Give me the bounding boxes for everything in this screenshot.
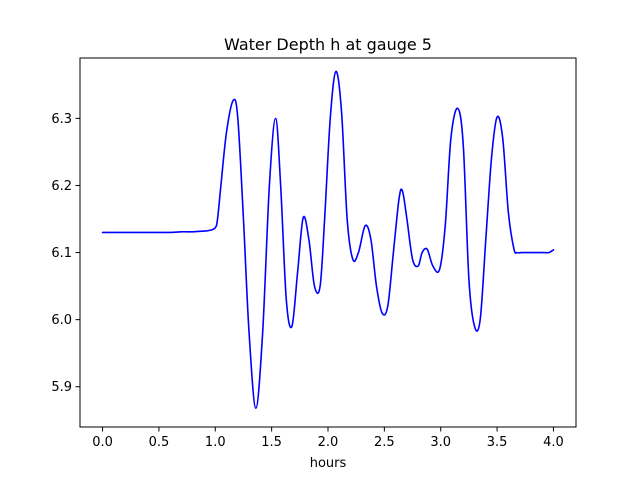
x-tick-label: 0.0 — [92, 435, 113, 450]
x-tick-label: 1.0 — [205, 435, 226, 450]
y-tick-label: 5.9 — [51, 380, 72, 395]
x-tick-label: 3.0 — [430, 435, 451, 450]
x-tick-label: 2.5 — [374, 435, 395, 450]
axes: 0.0 0.5 1.0 1.5 2.0 2.5 3.0 3.5 4.0 5.9 6.0 6.1 6.2 6… — [51, 57, 577, 450]
y-tick-label: 6.0 — [51, 313, 72, 328]
x-tick-label: 0.5 — [149, 435, 170, 450]
x-tick-label: 1.5 — [261, 435, 282, 450]
x-tick-label: 3.5 — [487, 435, 508, 450]
chart-title: Water Depth h at gauge 5 — [224, 35, 432, 54]
y-tick-label: 6.2 — [51, 179, 72, 194]
y-tick-label: 6.1 — [51, 246, 72, 261]
y-tick-label: 6.3 — [51, 112, 72, 127]
x-axis-title: hours — [310, 456, 347, 471]
plot-area — [101, 70, 555, 410]
x-tick-label: 2.0 — [318, 435, 339, 450]
x-tick-label: 4.0 — [543, 435, 564, 450]
series-line-0 — [101, 70, 555, 410]
